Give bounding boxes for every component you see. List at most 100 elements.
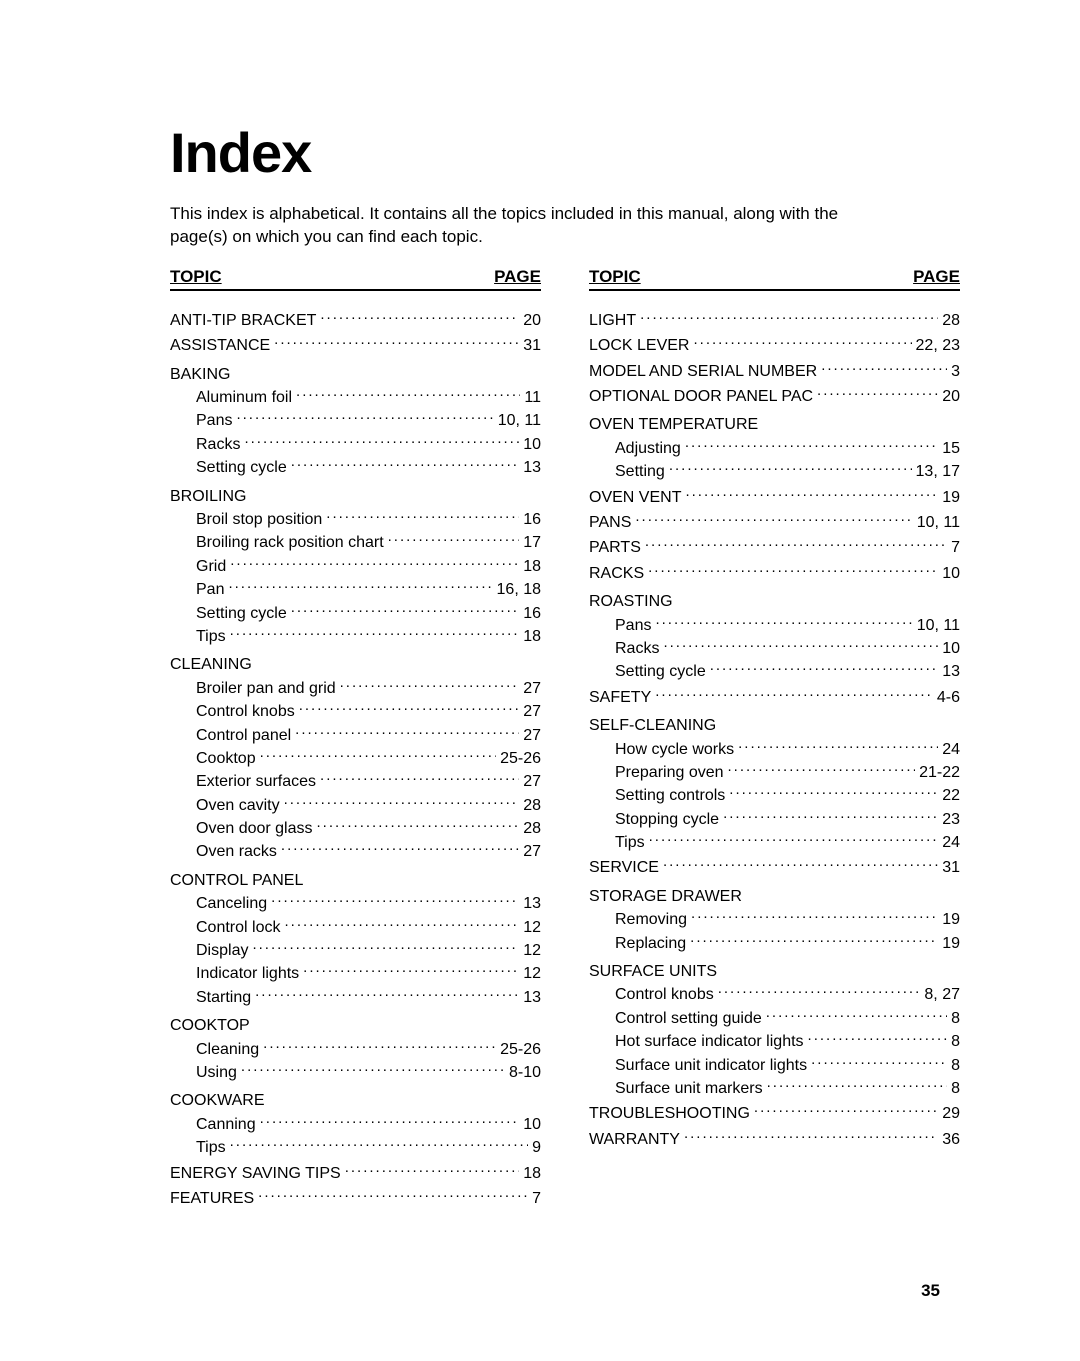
index-entry-label: SERVICE — [589, 857, 659, 879]
page-number: 35 — [921, 1281, 940, 1301]
index-subentry: Tips24 — [589, 831, 960, 854]
index-entry-label: Tips — [196, 626, 226, 648]
index-entry-page: 27 — [523, 841, 541, 863]
index-entry-label: Grid — [196, 556, 226, 578]
index-entry-page: 22, 23 — [916, 335, 960, 357]
index-subentry: Setting cycle16 — [170, 602, 541, 625]
index-entry-label: Hot surface indicator lights — [615, 1031, 804, 1053]
index-subentry: Cooktop 25-26 — [170, 747, 541, 770]
leader-dots — [340, 677, 520, 693]
index-entry-label: Control lock — [196, 917, 280, 939]
index-entry-label: Pan — [196, 579, 224, 601]
index-entry-page: 8 — [951, 1055, 960, 1077]
index-entry-page: 19 — [942, 909, 960, 931]
right-entries: LIGHT28LOCK LEVER22, 23MODEL AND SERIAL … — [589, 309, 960, 1151]
column-header: TOPIC PAGE — [589, 267, 960, 291]
index-entry-label: Starting — [196, 987, 251, 1009]
leader-dots — [690, 932, 938, 948]
index-entry-page: 8 — [951, 1078, 960, 1100]
leader-dots — [728, 761, 916, 777]
leader-dots — [228, 578, 492, 594]
index-entry-page: 7 — [951, 537, 960, 559]
index-entry-page: 12 — [523, 963, 541, 985]
index-entry-page: 8 — [951, 1008, 960, 1030]
index-entry-page: 18 — [523, 556, 541, 578]
index-entry-label: LIGHT — [589, 310, 636, 332]
index-entry-page: 13, 17 — [916, 461, 960, 483]
index-heading: SELF-CLEANING — [589, 715, 960, 737]
index-subentry: Setting13, 17 — [589, 460, 960, 483]
leader-dots — [260, 747, 496, 763]
index-entry: OVEN VENT19 — [589, 486, 960, 509]
index-entry-label: Display — [196, 940, 248, 962]
leader-dots — [649, 831, 939, 847]
index-subentry: Grid 18 — [170, 555, 541, 578]
page: Index This index is alphabetical. It con… — [0, 0, 1080, 1361]
index-entry-page: 20 — [523, 310, 541, 332]
index-entry-page: 13 — [523, 457, 541, 479]
index-entry-page: 10 — [942, 563, 960, 585]
index-entry-label: Surface unit markers — [615, 1078, 763, 1100]
index-entry-page: 13 — [523, 893, 541, 915]
index-entry-label: Aluminum foil — [196, 387, 292, 409]
index-entry-page: 31 — [523, 335, 541, 357]
index-entry-label: OPTIONAL DOOR PANEL PAC — [589, 386, 813, 408]
index-entry-label: WARRANTY — [589, 1129, 680, 1151]
leader-dots — [754, 1102, 938, 1118]
index-entry-page: 24 — [942, 832, 960, 854]
index-entry-page: 29 — [942, 1103, 960, 1125]
leader-dots — [685, 437, 938, 453]
index-title: Index — [170, 120, 960, 185]
index-entry-label: Adjusting — [615, 438, 681, 460]
index-entry-page: 4-6 — [937, 687, 960, 709]
leader-dots — [685, 486, 938, 502]
leader-dots — [723, 808, 938, 824]
index-entry-label: Broil stop position — [196, 509, 322, 531]
index-entry-label: LOCK LEVER — [589, 335, 689, 357]
leader-dots — [252, 939, 519, 955]
leader-dots — [284, 916, 519, 932]
leader-dots — [669, 460, 912, 476]
index-subentry: Broiling rack position chart17 — [170, 531, 541, 554]
index-entry-label: Indicator lights — [196, 963, 299, 985]
index-entry-page: 8 — [951, 1031, 960, 1053]
leader-dots — [230, 625, 520, 641]
index-entry-page: 10, 11 — [917, 615, 960, 637]
index-heading-label: CLEANING — [170, 654, 252, 676]
index-entry-page: 31 — [942, 857, 960, 879]
index-subentry: Surface unit indicator lights8 — [589, 1054, 960, 1077]
index-entry-label: RACKS — [589, 563, 644, 585]
index-subentry: Broil stop position16 — [170, 508, 541, 531]
index-subentry: Setting cycle13 — [170, 456, 541, 479]
header-page: PAGE — [494, 267, 541, 287]
index-entry: RACKS 10 — [589, 562, 960, 585]
index-entry-label: Canning — [196, 1114, 256, 1136]
index-heading: BROILING — [170, 486, 541, 508]
index-entry-page: 10, 11 — [498, 410, 541, 432]
leader-dots — [655, 614, 912, 630]
index-entry-page: 11 — [524, 387, 541, 409]
index-heading-label: CONTROL PANEL — [170, 870, 303, 892]
index-entry-label: Cleaning — [196, 1039, 259, 1061]
leader-dots — [684, 1128, 938, 1144]
index-entry-label: Racks — [615, 638, 659, 660]
index-entry: WARRANTY36 — [589, 1128, 960, 1151]
index-entry-label: Setting controls — [615, 785, 725, 807]
index-entry: OPTIONAL DOOR PANEL PAC20 — [589, 385, 960, 408]
index-entry-page: 25-26 — [500, 748, 541, 770]
leader-dots — [718, 983, 921, 999]
index-entry-page: 24 — [942, 739, 960, 761]
index-entry-label: Stopping cycle — [615, 809, 719, 831]
index-entry-page: 12 — [523, 940, 541, 962]
column-header: TOPIC PAGE — [170, 267, 541, 291]
leader-dots — [767, 1077, 947, 1093]
index-entry-page: 8-10 — [509, 1062, 541, 1084]
leader-dots — [808, 1030, 948, 1046]
index-entry-label: Using — [196, 1062, 237, 1084]
index-entry: PARTS 7 — [589, 536, 960, 559]
index-heading-label: SURFACE UNITS — [589, 961, 717, 983]
index-subentry: Setting cycle13 — [589, 660, 960, 683]
index-entry-page: 17 — [523, 532, 541, 554]
index-entry-label: PARTS — [589, 537, 641, 559]
index-entry-label: Cooktop — [196, 748, 256, 770]
